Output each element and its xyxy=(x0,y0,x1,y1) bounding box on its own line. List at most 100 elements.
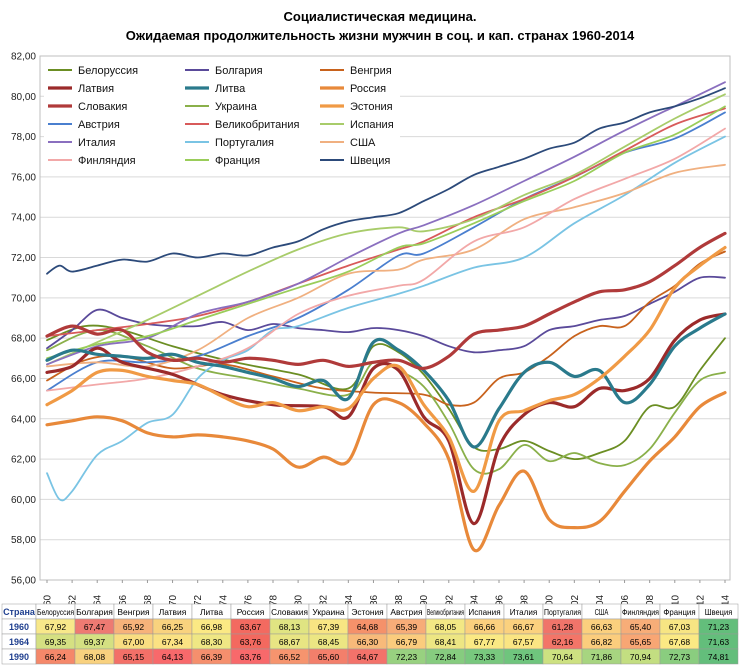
y-tick-label: 82,00 xyxy=(11,52,36,63)
table-country-name: Латвия xyxy=(159,607,187,617)
legend-label: Эстония xyxy=(350,101,393,113)
series-lines xyxy=(45,81,727,553)
legend-label: Латвия xyxy=(78,83,114,95)
y-tick-label: 66,00 xyxy=(11,374,36,385)
series-line xyxy=(46,93,726,366)
table-value: 66,30 xyxy=(357,637,379,647)
table-value: 67,34 xyxy=(162,637,184,647)
table-value: 71,23 xyxy=(708,622,730,632)
table-value: 73,61 xyxy=(513,652,535,662)
table-value: 68,05 xyxy=(435,622,457,632)
legend-label: Португалия xyxy=(215,137,274,149)
table-country-name: Россия xyxy=(237,607,265,617)
table-value: 68,13 xyxy=(279,622,301,632)
table-value: 68,08 xyxy=(84,652,106,662)
legend-label: Венгрия xyxy=(350,65,392,77)
table-value: 65,65 xyxy=(630,637,652,647)
table-value: 67,92 xyxy=(45,622,67,632)
table-value: 68,30 xyxy=(201,637,223,647)
table-value: 72,73 xyxy=(669,652,691,662)
table-value: 66,79 xyxy=(396,637,418,647)
y-tick-label: 80,00 xyxy=(11,92,36,103)
table-value: 67,00 xyxy=(123,637,145,647)
table-value: 73,33 xyxy=(474,652,496,662)
legend-label: Италия xyxy=(78,137,116,149)
table-value: 69,35 xyxy=(45,637,67,647)
legend-label: Испания xyxy=(350,119,394,131)
table-value: 68,41 xyxy=(435,637,457,647)
table-country-name: США xyxy=(595,607,609,617)
legend-label: Великобритания xyxy=(215,119,300,131)
legend-label: Белоруссия xyxy=(78,65,138,77)
table-value: 66,67 xyxy=(513,622,535,632)
legend-label: Литва xyxy=(215,83,246,95)
series-line xyxy=(46,275,726,354)
series-line xyxy=(46,163,726,368)
table-value-cell xyxy=(698,648,739,665)
table-value: 61,28 xyxy=(552,622,574,632)
table-country-name: Белоруссия xyxy=(37,607,74,617)
legend-label: США xyxy=(350,137,376,149)
table-country-name: Швеция xyxy=(705,607,733,617)
table-value: 67,03 xyxy=(669,622,691,632)
table-country-name: Украина xyxy=(312,607,344,617)
table-country-name: Финляндия xyxy=(622,607,659,617)
table-value: 71,86 xyxy=(591,652,613,662)
table-value: 67,57 xyxy=(513,637,535,647)
table-value: 63,67 xyxy=(240,622,262,632)
series-line xyxy=(45,312,727,526)
legend-label: Словакия xyxy=(78,101,127,113)
series-line xyxy=(46,107,726,337)
table-value: 66,63 xyxy=(591,622,613,632)
table-value: 74,81 xyxy=(708,652,730,662)
y-tick-label: 62,00 xyxy=(11,455,36,466)
series-line xyxy=(46,329,726,475)
series-line xyxy=(46,87,726,275)
table-country-name: Испания xyxy=(468,607,501,617)
table-value: 69,37 xyxy=(84,637,106,647)
table-value: 66,66 xyxy=(474,622,496,632)
table-value: 67,39 xyxy=(318,622,340,632)
y-tick-label: 64,00 xyxy=(11,414,36,425)
y-axis-ticks: 56,00 58,00 60,00 62,00 64,00 66,00 68,00 70,00… xyxy=(11,52,36,587)
y-tick-label: 56,00 xyxy=(11,576,36,587)
table-value: 65,40 xyxy=(630,622,652,632)
chart-subtitle: Ожидаемая продолжительность жизни мужчин… xyxy=(126,28,635,43)
table-value: 71,63 xyxy=(708,637,730,647)
y-tick-label: 58,00 xyxy=(11,535,36,546)
table-value: 70,94 xyxy=(630,652,652,662)
table-country-name: Эстония xyxy=(351,607,384,617)
table-country-name: Литва xyxy=(200,607,223,617)
table-value: 72,23 xyxy=(396,652,418,662)
legend-label: Австрия xyxy=(78,119,120,131)
series-line xyxy=(45,312,727,449)
table-value: 65,92 xyxy=(123,622,145,632)
y-tick-label: 78,00 xyxy=(11,132,36,143)
table-value: 64,67 xyxy=(357,652,379,662)
legend-label: Франция xyxy=(215,155,260,167)
table-value: 66,25 xyxy=(162,622,184,632)
table-country-name: Словакия xyxy=(271,607,308,617)
y-tick-label: 76,00 xyxy=(11,172,36,183)
table-value: 63,76 xyxy=(240,652,262,662)
legend-box xyxy=(44,59,400,171)
legend-label: Украина xyxy=(215,101,258,113)
y-tick-label: 68,00 xyxy=(11,334,36,345)
table-country-name: Португалия xyxy=(544,607,581,617)
table-year-label: 1960 xyxy=(9,622,29,632)
table-country-name: Италия xyxy=(510,607,538,617)
series-line xyxy=(46,127,726,392)
table-value: 67,47 xyxy=(84,622,106,632)
series-line xyxy=(45,391,727,553)
series-line xyxy=(46,250,726,407)
series-line xyxy=(46,105,726,360)
table-value: 70,64 xyxy=(552,652,574,662)
table-country-name: Болгария xyxy=(76,607,113,617)
table-value: 67,68 xyxy=(669,637,691,647)
table-value: 66,39 xyxy=(201,652,223,662)
legend: Белоруссия Болгария Венгрия Латвия Литва Росс… xyxy=(44,59,400,171)
series-line xyxy=(45,231,727,371)
table-value: 65,39 xyxy=(396,622,418,632)
table-value: 63,76 xyxy=(240,637,262,647)
